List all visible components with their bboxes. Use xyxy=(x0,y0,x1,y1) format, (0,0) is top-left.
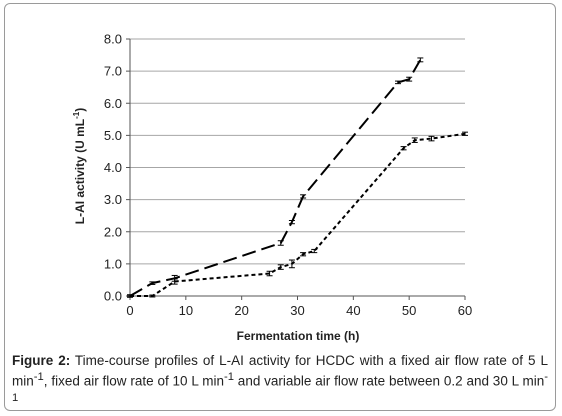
y-axis-label-main: L-AI activity (U mL xyxy=(73,119,87,224)
caption-label: Figure 2: xyxy=(12,353,71,368)
x-tick-label: 40 xyxy=(346,303,360,318)
caption-sup-1: -1 xyxy=(33,371,44,383)
series-line xyxy=(130,132,466,297)
y-tick-labels: 0.0 1.0 2.0 3.0 4.0 5.0 6.0 7.0 8.0 xyxy=(104,32,122,304)
x-tick-label: 60 xyxy=(458,303,472,318)
y-axis-label-close: ) xyxy=(73,108,87,112)
x-tick-label: 0 xyxy=(126,303,133,318)
y-tick-label: 8.0 xyxy=(104,32,122,47)
x-tick-label: 10 xyxy=(179,303,193,318)
series-1 xyxy=(127,57,424,298)
series-line xyxy=(129,59,422,297)
caption-text-2: , fixed air flow rate of 10 L min xyxy=(43,373,224,389)
axes xyxy=(126,38,466,300)
y-tick-label: 6.0 xyxy=(104,96,122,111)
y-axis-label-sup: -1 xyxy=(72,111,81,119)
y-tick-label: 3.0 xyxy=(104,192,122,207)
caption-sup-3: -1 xyxy=(12,371,548,404)
y-axis-label: L-AI activity (U mL-1) xyxy=(72,108,87,224)
line-chart: 0.0 1.0 2.0 3.0 4.0 5.0 6.0 7.0 8.0 0 10 20 30 40 50 6… xyxy=(72,32,472,344)
series-lines xyxy=(127,57,468,298)
x-tick-label: 50 xyxy=(402,303,416,318)
y-tick-label: 4.0 xyxy=(104,160,122,175)
caption-sup-2: -1 xyxy=(223,371,234,383)
x-axis-label: Fermentation time (h) xyxy=(237,329,360,343)
y-tick-label: 5.0 xyxy=(104,128,122,143)
y-tick-label: 0.0 xyxy=(104,289,122,304)
figure-caption: Figure 2: Time-course profiles of L-AI a… xyxy=(12,352,548,410)
x-tick-label: 30 xyxy=(290,303,304,318)
y-tick-label: 1.0 xyxy=(104,256,122,271)
caption-text-1: Time-course profiles of L-AI activity fo… xyxy=(12,353,548,389)
y-tick-label: 7.0 xyxy=(104,64,122,79)
series-2 xyxy=(127,131,468,298)
y-tick-label: 2.0 xyxy=(104,224,122,239)
x-tick-labels: 0 10 20 30 40 50 60 xyxy=(126,303,472,318)
caption-text-3: and variable air flow rate between 0.2 a… xyxy=(233,373,545,389)
grid-lines xyxy=(130,38,465,265)
x-tick-label: 20 xyxy=(234,303,248,318)
